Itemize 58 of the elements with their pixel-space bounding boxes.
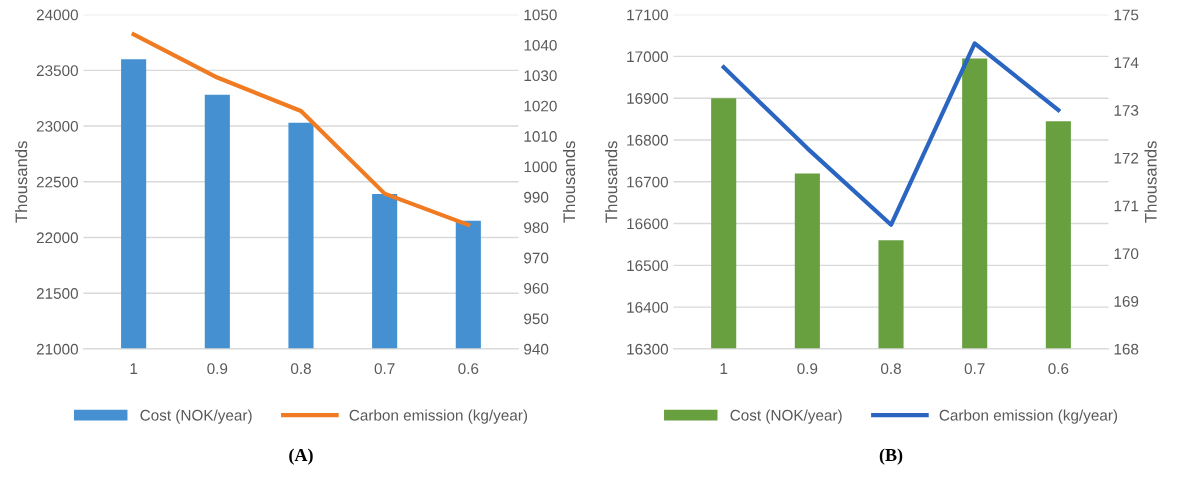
x-tick-label: 0.8 [881, 363, 901, 375]
y2-tick-label: 980 [524, 222, 549, 234]
x-tick-label: 0.7 [374, 363, 395, 375]
x-tick-label: 0.6 [1048, 363, 1069, 375]
y2-tick-label: 990 [524, 191, 549, 203]
text: (A) [289, 448, 313, 465]
y-tick-label: 16700 [627, 176, 669, 188]
y2-axis-title: Thousands [1144, 141, 1157, 223]
y-tick-label: 22500 [36, 176, 78, 188]
x-tick-label: 0.9 [797, 363, 818, 375]
x-tick-label: 0.7 [964, 363, 985, 375]
y2-tick-label: 1050 [524, 9, 557, 21]
x-tick-label: 0.8 [290, 363, 311, 375]
y2-tick-label: 940 [524, 343, 549, 355]
y-tick-label: 21000 [36, 343, 78, 355]
legend-label: Carbon emission (kg/year) [939, 409, 1118, 424]
y-tick-label: 16900 [627, 93, 669, 104]
y-tick-label: 21500 [36, 288, 78, 299]
y2-tick-label: 170 [1114, 248, 1139, 260]
line-series [131, 32, 471, 228]
text: (B) [879, 448, 903, 465]
y2-tick-label: 1030 [524, 70, 557, 82]
x-tick-label: 1 [720, 363, 728, 374]
x-tick-label: 0.6 [458, 363, 479, 375]
y-tick-label: 23000 [36, 120, 78, 132]
x-tick-label: 0.9 [207, 363, 228, 375]
y2-tick-label: 970 [524, 252, 549, 264]
y2-tick-label: 960 [524, 283, 549, 294]
y-axis-title: Thousands [15, 141, 28, 223]
y-tick-label: 16600 [627, 218, 669, 230]
y2-tick-label: 172 [1114, 152, 1139, 164]
y2-tick-label: 1020 [524, 100, 557, 112]
y2-tick-label: 169 [1114, 296, 1139, 307]
y2-tick-label: 1010 [524, 131, 557, 142]
y-tick-label: 16800 [627, 134, 669, 146]
y2-tick-label: 173 [1114, 105, 1139, 116]
y2-tick-label: 1000 [524, 161, 557, 173]
y2-tick-label: 175 [1114, 9, 1139, 21]
y2-tick-label: 171 [1114, 200, 1139, 212]
legend-label: Cost (NOK/year) [140, 409, 252, 424]
y2-axis-title: Thousands [562, 141, 576, 223]
y-tick-label: 24000 [36, 9, 78, 21]
x-tick-label: 1 [130, 363, 138, 374]
y2-tick-label: 950 [524, 313, 549, 325]
legend-label: Cost (NOK/year) [730, 409, 842, 424]
line-series [721, 41, 1061, 227]
y-tick-label: 16300 [627, 343, 669, 355]
y-axis-title: Thousands [605, 141, 618, 223]
y2-tick-label: 1040 [524, 39, 557, 51]
y-tick-label: 17100 [627, 9, 669, 21]
y2-tick-label: 168 [1114, 343, 1139, 355]
y-tick-label: 23500 [36, 65, 78, 77]
y2-tick-label: 174 [1114, 57, 1139, 68]
y-tick-label: 22000 [36, 232, 78, 244]
y-tick-label: 16400 [627, 302, 669, 313]
legend-label: Carbon emission (kg/year) [349, 409, 528, 424]
y-tick-label: 16500 [627, 260, 669, 272]
y-tick-label: 17000 [627, 51, 669, 63]
